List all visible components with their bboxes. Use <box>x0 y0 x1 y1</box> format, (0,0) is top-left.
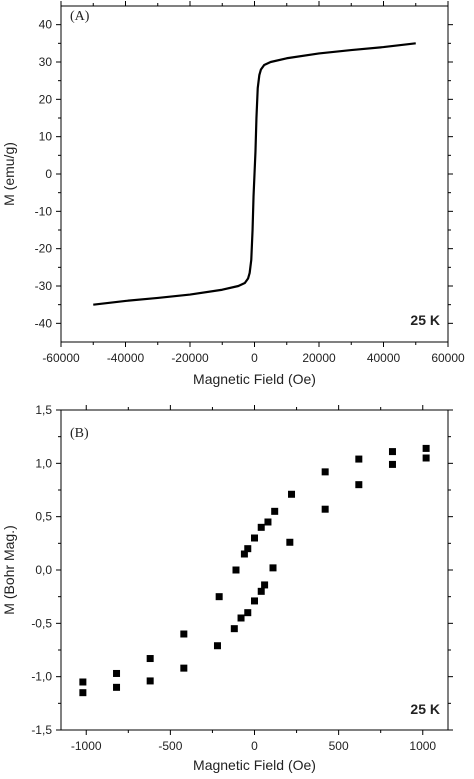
data-point <box>113 669 121 677</box>
data-point <box>113 683 121 691</box>
data-point <box>321 505 329 513</box>
x-tick-label: -500 <box>158 739 182 753</box>
data-point <box>79 678 87 686</box>
y-tick-label: 1,0 <box>35 456 52 470</box>
data-point <box>355 481 363 489</box>
data-point <box>271 507 279 515</box>
data-point <box>261 581 269 589</box>
panel-b: -1000 -500 0 500 1000 -1,5 -1,0 -0,5 0,0 0,5 1,0 1,… <box>1 403 453 773</box>
x-tick-label: 0 <box>251 351 258 365</box>
y-tick-label: 40 <box>39 18 53 32</box>
plot-frame <box>60 409 449 731</box>
data-point <box>244 609 252 617</box>
data-point <box>146 655 154 663</box>
y-axis-title: M (Bohr Mag.) <box>1 525 17 614</box>
x-tick-label: 20000 <box>302 351 336 365</box>
y-tick-label: 30 <box>39 55 53 69</box>
x-tick-label: 1000 <box>409 739 436 753</box>
y-tick-label: -0,5 <box>31 616 52 630</box>
y-tick-label: 0 <box>45 167 52 181</box>
y-tick-label: 20 <box>39 92 53 106</box>
panel-label: (B) <box>70 426 89 441</box>
data-point <box>180 664 188 672</box>
y-axis-title: M (emu/g) <box>1 142 17 206</box>
x-tick-label: 60000 <box>431 351 465 365</box>
data-point <box>388 448 396 456</box>
y-tick-label: -1,5 <box>31 723 52 737</box>
y-tick-label: -30 <box>35 279 53 293</box>
x-tick-label: -40000 <box>107 351 145 365</box>
x-tick-label: -1000 <box>71 739 102 753</box>
y-tick-label: -1,0 <box>31 670 52 684</box>
data-point <box>269 564 277 572</box>
data-point <box>251 597 258 605</box>
data-point <box>355 455 363 463</box>
data-point <box>240 550 248 558</box>
data-point <box>79 689 87 697</box>
data-point <box>422 444 430 452</box>
temperature-annotation: 25 K <box>410 701 440 717</box>
data-point <box>422 454 430 462</box>
data-point <box>215 593 223 601</box>
panel-label: (A) <box>70 9 90 24</box>
y-tick-label: -10 <box>35 204 53 218</box>
x-axis-title: Magnetic Field (Oe) <box>193 757 316 773</box>
data-point <box>286 538 294 546</box>
data-point <box>251 534 258 542</box>
data-point <box>264 518 272 526</box>
x-tick-label: 500 <box>329 739 349 753</box>
x-tick-label: -60000 <box>42 351 80 365</box>
panel-a: -60000 -40000 -20000 0 20000 40000 60000 -40 -30… <box>1 1 465 387</box>
y-tick-label: -40 <box>35 316 53 330</box>
data-point <box>230 625 238 633</box>
data-point <box>388 460 396 468</box>
temperature-annotation: 25 K <box>410 312 440 328</box>
data-point <box>237 614 245 622</box>
data-point <box>288 490 296 498</box>
x-tick-label: 0 <box>251 739 258 753</box>
y-tick-label: 0,5 <box>35 510 52 524</box>
x-axis-title: Magnetic Field (Oe) <box>193 371 316 387</box>
data-point <box>146 677 154 685</box>
data-point <box>257 523 265 531</box>
y-tick-label: 1,5 <box>35 403 52 417</box>
y-tick-label: 0,0 <box>35 563 52 577</box>
x-tick-label: -20000 <box>171 351 209 365</box>
data-point <box>232 566 240 574</box>
data-point <box>244 545 252 553</box>
data-point <box>213 642 221 650</box>
x-tick-label: 40000 <box>367 351 401 365</box>
magnetization-curve <box>93 42 416 306</box>
y-tick-label: -20 <box>35 242 53 256</box>
data-point <box>321 468 329 476</box>
data-point <box>180 630 188 638</box>
y-tick-label: 10 <box>39 130 53 144</box>
data-point <box>257 587 265 595</box>
